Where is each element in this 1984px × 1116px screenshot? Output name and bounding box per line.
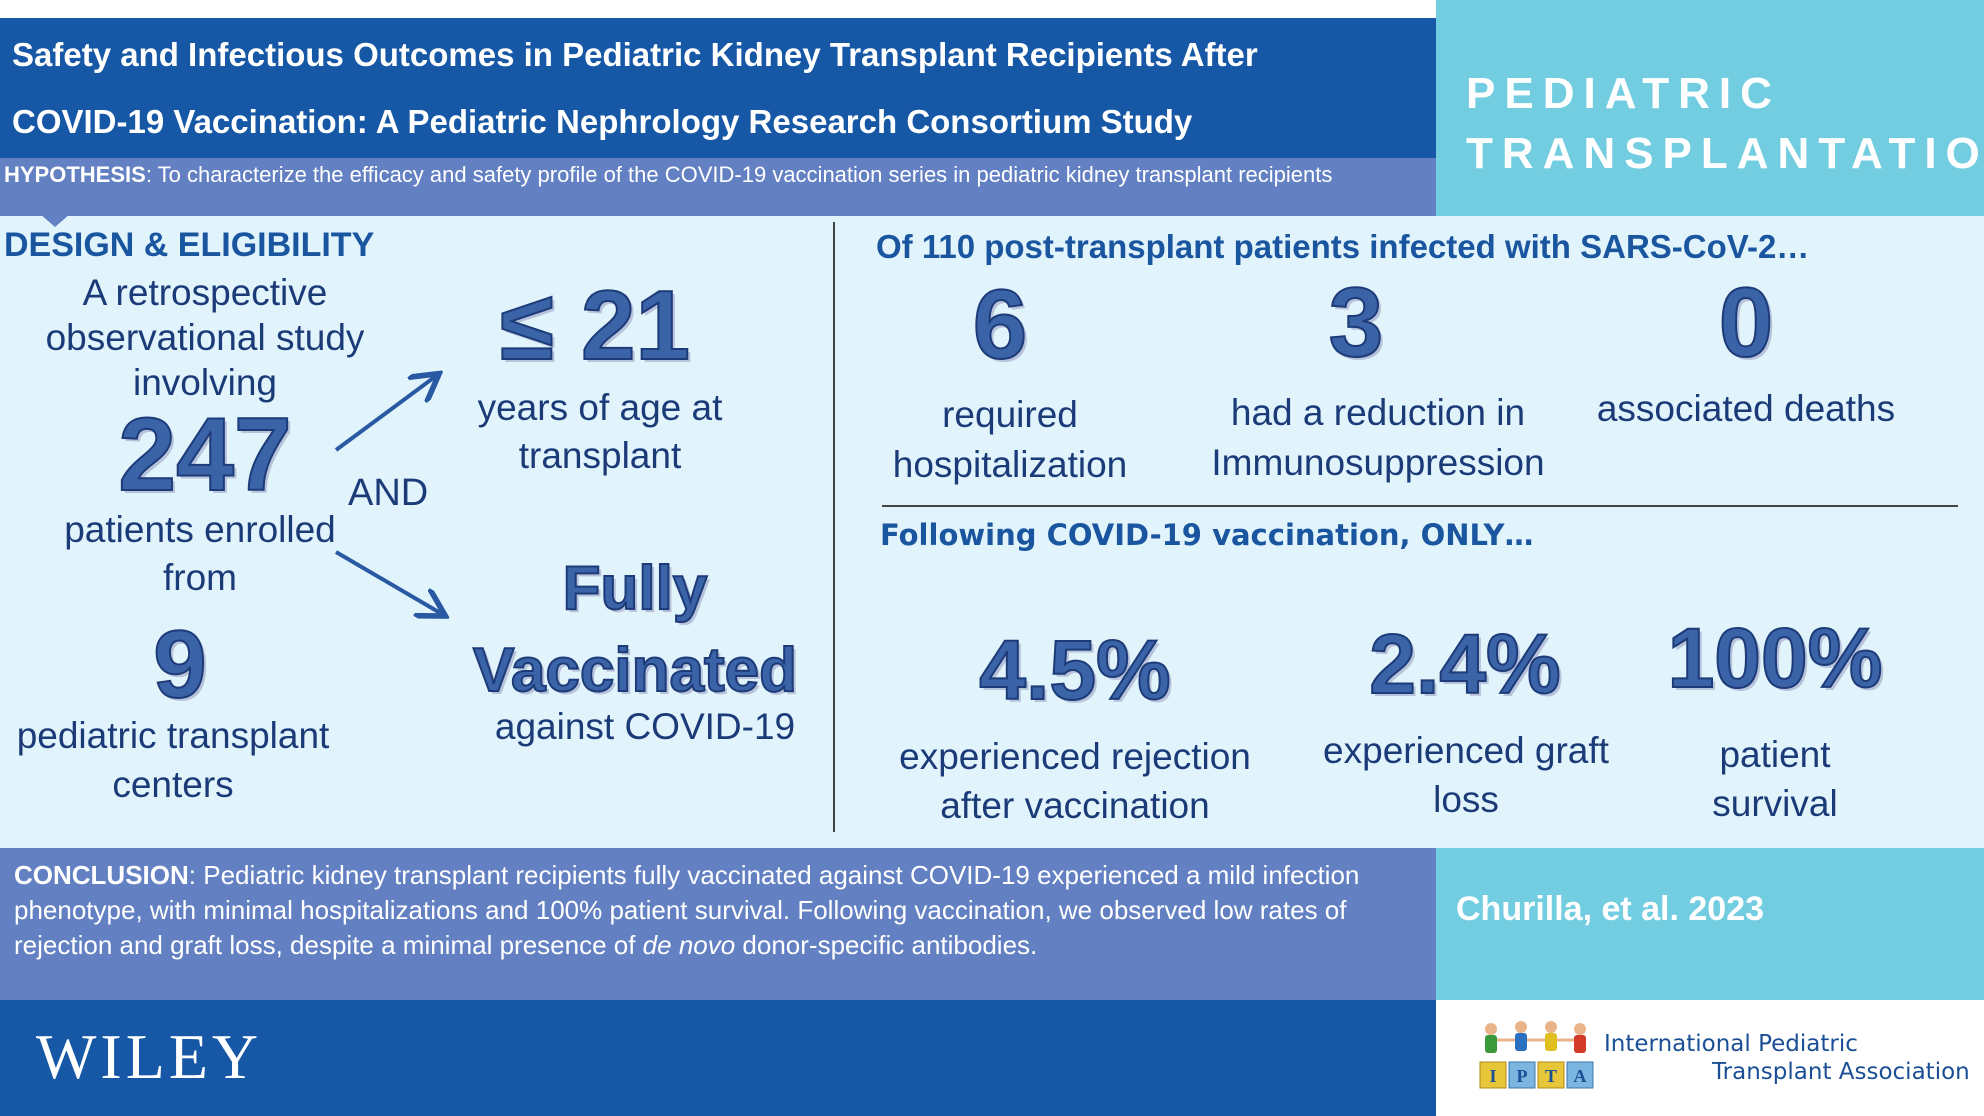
and-label: AND bbox=[348, 472, 429, 514]
ipta-letter-t: T bbox=[1545, 1066, 1557, 1086]
stat-hospitalization-value: 6 bbox=[972, 269, 1029, 379]
journal-panel bbox=[1436, 0, 1984, 216]
vacc-value: Fully Vaccinated bbox=[472, 553, 798, 706]
kids-icon bbox=[1485, 1021, 1586, 1053]
conclusion: CONCLUSION: Pediatric kidney transplant … bbox=[14, 858, 1424, 963]
ipta-logo-icon: I P T A bbox=[1479, 1021, 1594, 1089]
title-line-2: COVID-19 Vaccination: A Pediatric Nephro… bbox=[12, 103, 1193, 140]
logo-panel bbox=[1436, 1000, 1984, 1116]
main-content-area bbox=[0, 216, 1984, 848]
conclusion-label: CONCLUSION bbox=[14, 860, 189, 890]
patients-count: 247 bbox=[117, 397, 293, 513]
vacc-text: against COVID-19 bbox=[494, 706, 796, 747]
centers-text: pediatric transplant centers bbox=[16, 715, 330, 805]
design-heading: DESIGN & ELIGIBILITY bbox=[4, 226, 375, 264]
footer-band bbox=[0, 1000, 1436, 1116]
journal-name: PEDIATRIC TRANSPLANTATION bbox=[1466, 64, 1984, 184]
hypothesis-label: HYPOTHESIS bbox=[4, 162, 146, 187]
design-intro: A retrospective observational study invo… bbox=[45, 272, 365, 403]
hypothesis-band bbox=[0, 158, 1436, 216]
title-band bbox=[0, 18, 1436, 158]
vaccination-heading: Following COVID-19 vaccination, ONLY… bbox=[880, 518, 1534, 552]
horizontal-divider bbox=[882, 505, 1958, 507]
journal-name-line-1: PEDIATRIC bbox=[1466, 69, 1781, 118]
infected-heading: Of 110 post-transplant patients infected… bbox=[876, 228, 1810, 265]
publisher-logo: WILEY bbox=[36, 1021, 263, 1092]
stat-deaths-label: associated deaths bbox=[1596, 388, 1896, 429]
arrows bbox=[334, 360, 460, 630]
stat-graft-loss-value: 2.4% bbox=[1368, 616, 1561, 712]
age-text: years of age at transplant bbox=[477, 387, 723, 476]
stat-rejection-value: 4.5% bbox=[978, 622, 1171, 718]
ipta-letter-a: A bbox=[1574, 1066, 1587, 1086]
arrow-up-right-icon bbox=[334, 376, 436, 452]
ipta-name-line-1: International Pediatric bbox=[1604, 1031, 1858, 1057]
ipta-name: International Pediatric Transplant Assoc… bbox=[1604, 1030, 1970, 1086]
stat-immunosuppression-label: had a reduction in Immunosuppression bbox=[1211, 392, 1545, 483]
conclusion-text-italic: de novo bbox=[642, 930, 736, 960]
citation-panel bbox=[1436, 848, 1984, 1000]
stat-survival-label: patient survival bbox=[1712, 734, 1838, 824]
ipta-letter-p: P bbox=[1517, 1066, 1528, 1086]
conclusion-text-2: donor-specific antibodies. bbox=[735, 930, 1038, 960]
centers-count: 9 bbox=[152, 611, 207, 718]
stat-graft-loss-label: experienced graft loss bbox=[1323, 730, 1609, 820]
journal-name-line-2: TRANSPLANTATION bbox=[1466, 129, 1984, 178]
stat-rejection-label: experienced rejection after vaccination bbox=[899, 736, 1251, 826]
conclusion-text-1: : Pediatric kidney transplant recipients… bbox=[14, 860, 1360, 960]
callout-notch bbox=[40, 214, 70, 227]
hypothesis-text: : To characterize the efficacy and safet… bbox=[145, 162, 1333, 187]
arrow-down-right-icon bbox=[334, 550, 442, 614]
conclusion-band bbox=[0, 848, 1436, 1000]
ipta-name-line-2: Transplant Association bbox=[1712, 1059, 1970, 1085]
title-line-1: Safety and Infectious Outcomes in Pediat… bbox=[12, 36, 1258, 73]
hypothesis: HYPOTHESIS: To characterize the efficacy… bbox=[4, 160, 1424, 189]
stat-immunosuppression-value: 3 bbox=[1328, 267, 1385, 377]
stat-deaths-value: 0 bbox=[1718, 267, 1775, 377]
citation: Churilla, et al. 2023 bbox=[1456, 890, 1765, 928]
vertical-divider bbox=[833, 222, 835, 832]
age-value: ≤ 21 bbox=[499, 269, 691, 381]
stat-survival-value: 100% bbox=[1667, 610, 1884, 706]
patients-text: patients enrolled from bbox=[64, 509, 336, 598]
ipta-letter-i: I bbox=[1489, 1066, 1496, 1086]
stat-hospitalization-label: required hospitalization bbox=[892, 394, 1128, 485]
